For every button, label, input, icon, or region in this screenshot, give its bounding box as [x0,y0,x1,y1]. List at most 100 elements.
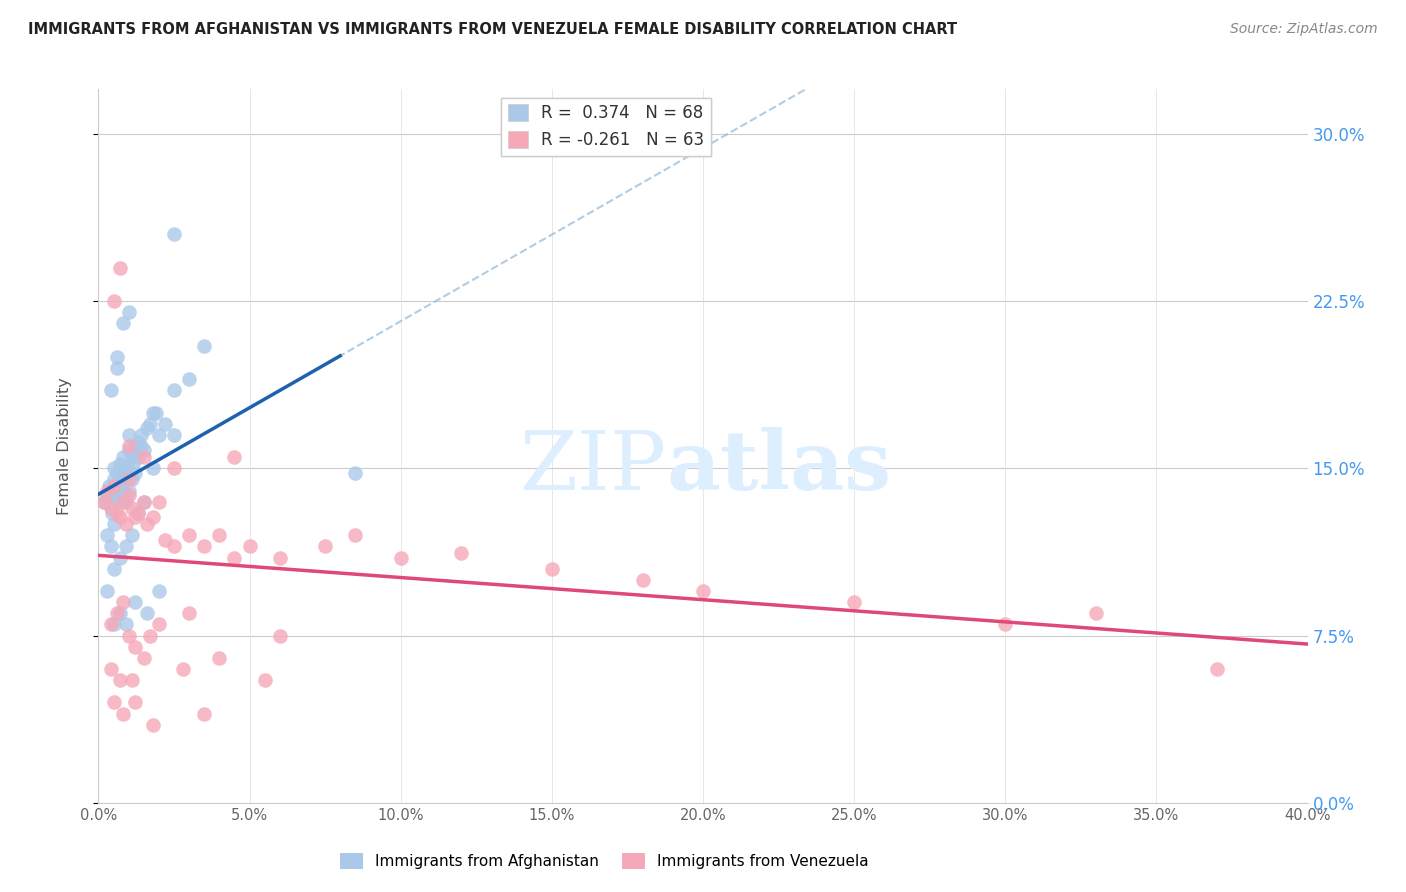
Point [103,562,125,576]
Point [100,539,122,553]
Point [124,439,146,453]
Point [114,472,136,486]
Point [101,506,124,520]
Point [112,461,135,475]
Point [631,573,654,587]
Point [163,227,186,241]
Point [120,466,142,480]
Point [124,595,146,609]
Point [1206,662,1229,676]
Point [1085,607,1108,621]
Point [450,546,472,560]
Point [129,427,152,442]
Point [115,461,138,475]
Point [118,427,141,442]
Point [132,494,155,508]
Point [344,528,367,542]
Point [107,494,129,508]
Text: IMMIGRANTS FROM AFGHANISTAN VS IMMIGRANTS FROM VENEZUELA FEMALE DISABILITY CORRE: IMMIGRANTS FROM AFGHANISTAN VS IMMIGRANT… [28,22,957,37]
Point [100,617,122,632]
Point [108,550,131,565]
Point [105,360,128,375]
Point [224,550,246,565]
Point [163,427,186,442]
Point [129,439,152,453]
Point [103,479,125,493]
Text: ZIP: ZIP [520,427,666,508]
Point [139,628,162,642]
Point [108,673,131,687]
Point [994,617,1017,632]
Point [224,450,246,464]
Point [269,628,291,642]
Point [118,305,141,319]
Point [103,617,125,632]
Point [114,617,136,632]
Point [108,457,131,471]
Point [145,405,167,419]
Point [127,506,149,520]
Point [118,628,141,642]
Point [163,539,186,553]
Point [121,501,143,516]
Point [114,516,136,531]
Point [118,483,141,498]
Point [124,466,146,480]
Point [100,384,122,398]
Point [114,539,136,553]
Point [121,472,143,486]
Point [118,472,141,486]
Point [96,488,118,502]
Point [118,443,141,458]
Point [172,662,194,676]
Point [193,706,215,721]
Point [110,472,132,486]
Point [239,539,262,553]
Point [105,506,128,520]
Point [135,607,157,621]
Point [98,479,121,493]
Point [692,583,714,598]
Point [114,494,136,508]
Point [124,640,146,654]
Point [142,405,165,419]
Text: atlas: atlas [666,427,891,508]
Point [163,384,186,398]
Point [103,461,125,475]
Point [93,494,115,508]
Point [105,466,128,480]
Point [111,595,134,609]
Point [179,372,201,386]
Point [153,533,176,547]
Point [135,421,157,435]
Point [132,494,155,508]
Point [142,461,165,475]
Point [105,350,128,364]
Point [108,260,131,275]
Point [100,662,122,676]
Point [208,651,231,665]
Point [844,595,866,609]
Point [148,617,170,632]
Point [132,651,155,665]
Point [148,494,170,508]
Point [108,607,131,621]
Point [127,450,149,464]
Text: Source: ZipAtlas.com: Source: ZipAtlas.com [1230,22,1378,37]
Point [132,443,155,458]
Point [100,483,122,498]
Point [100,501,122,516]
Point [179,607,201,621]
Point [135,516,157,531]
Point [253,673,276,687]
Point [103,516,125,531]
Point [540,562,562,576]
Point [108,510,131,524]
Point [148,427,170,442]
Point [314,539,336,553]
Point [111,450,134,464]
Point [193,338,215,352]
Point [103,696,125,710]
Point [118,439,141,453]
Point [142,510,165,524]
